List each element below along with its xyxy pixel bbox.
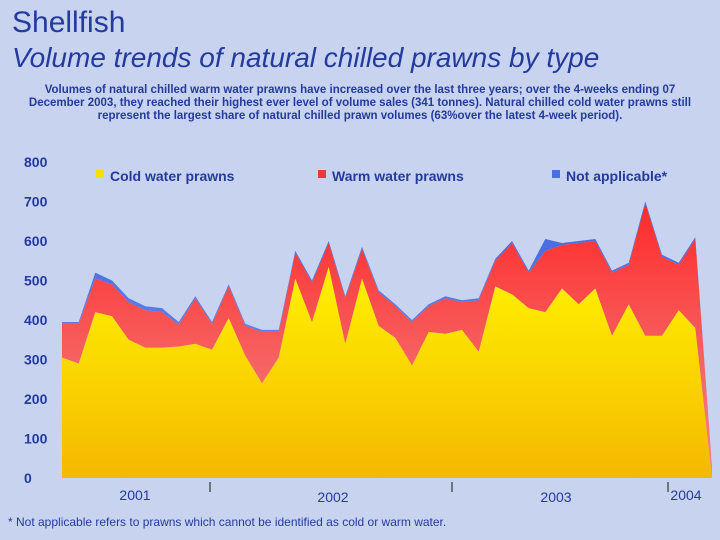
footnote: * Not applicable refers to prawns which …	[8, 515, 447, 529]
y-tick-label: 700	[24, 194, 48, 210]
legend-label: Cold water prawns	[110, 168, 235, 184]
x-year-label: 2002	[317, 489, 348, 505]
x-year-label: 2001	[119, 487, 150, 503]
x-year-label: 2004	[670, 487, 701, 503]
y-tick-label: 300	[24, 352, 48, 368]
y-tick-label: 600	[24, 233, 48, 249]
legend-swatch	[96, 170, 104, 178]
legend-swatch	[318, 170, 326, 178]
legend-label: Not applicable*	[566, 168, 668, 184]
page-subtitle: Volume trends of natural chilled prawns …	[12, 42, 600, 73]
legend-swatch	[552, 170, 560, 178]
y-tick-label: 100	[24, 431, 48, 447]
area-cold-water-prawns	[62, 266, 712, 478]
y-tick-label: 500	[24, 273, 48, 289]
y-tick-label: 0	[24, 470, 32, 486]
chart-description: Volumes of natural chilled warm water pr…	[28, 84, 692, 123]
x-year-label: 2003	[540, 489, 571, 505]
page-title: Shellfish	[12, 6, 126, 39]
y-tick-label: 400	[24, 312, 48, 328]
y-tick-label: 800	[24, 154, 48, 170]
area-warm-water-prawns	[62, 203, 712, 478]
legend-label: Warm water prawns	[332, 168, 464, 184]
y-tick-label: 200	[24, 391, 48, 407]
